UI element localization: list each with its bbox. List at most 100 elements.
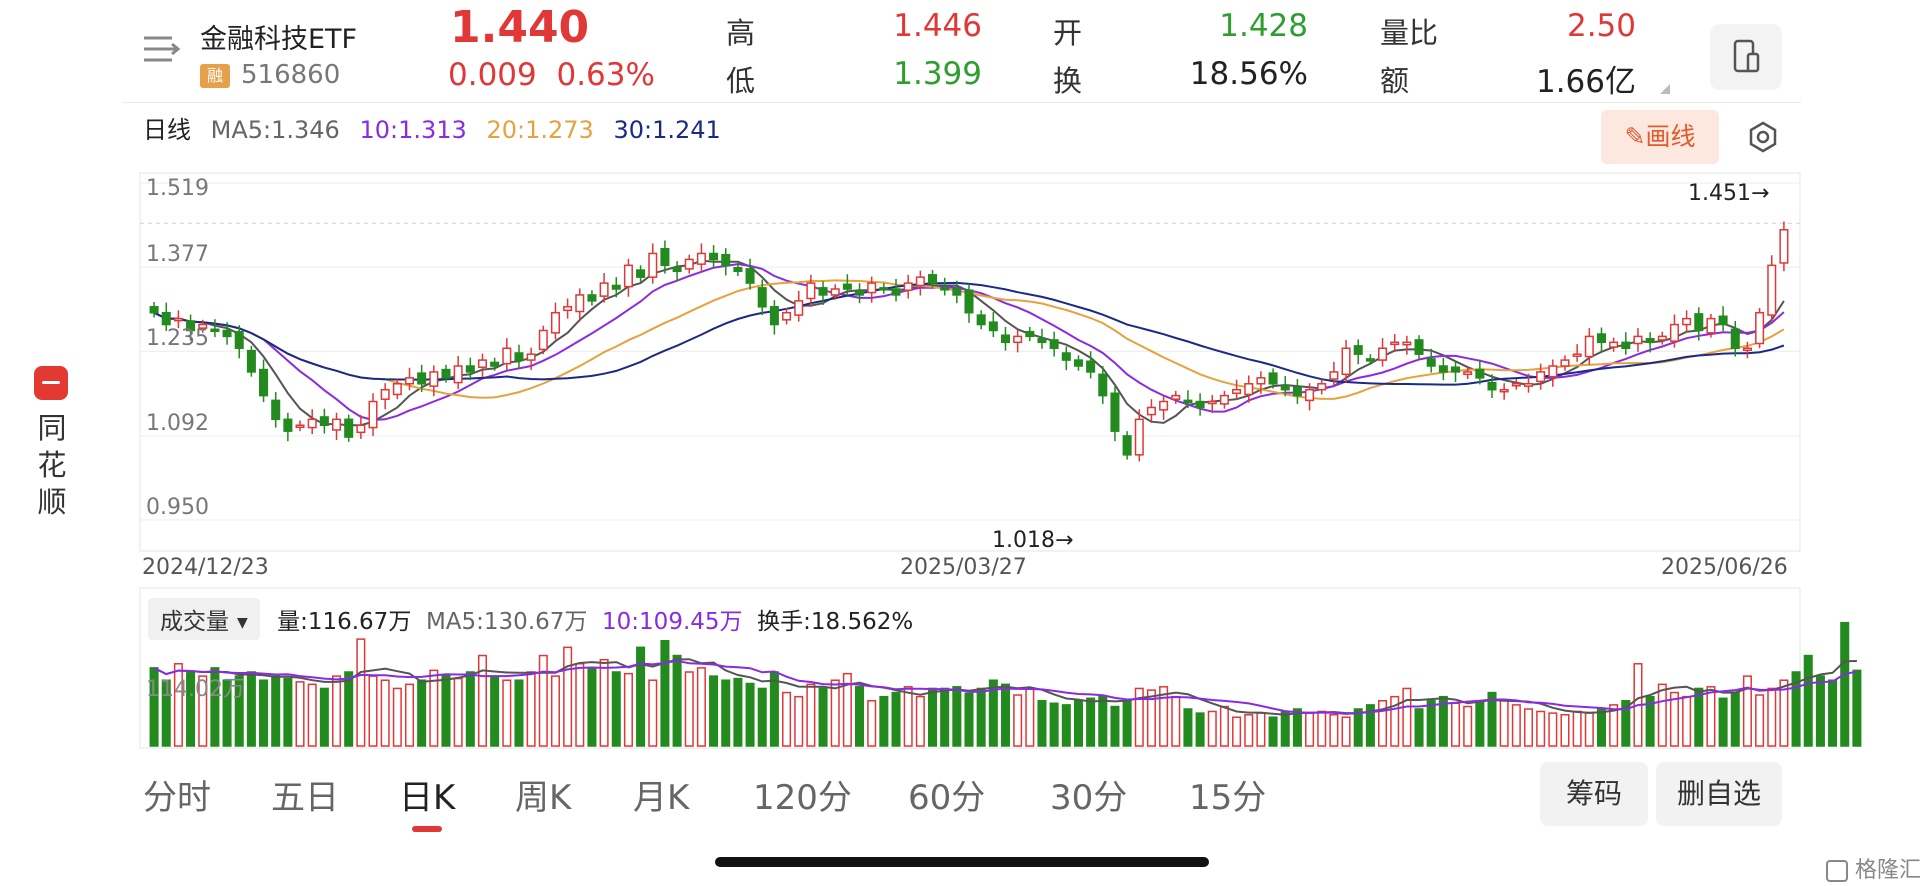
tab-15min[interactable]: 15分 [1189, 778, 1267, 818]
candle-up [453, 365, 463, 384]
security-name[interactable]: 金融科技ETF [200, 24, 358, 55]
candle-down [490, 361, 500, 367]
caret-down-icon: ▼ [237, 614, 248, 631]
y-tick-label: 1.235 [146, 326, 209, 351]
volume-bar-up [1159, 686, 1169, 747]
candle-down [952, 288, 962, 296]
tab-monthly-k[interactable]: 月K [633, 778, 690, 818]
volume-bar-down [1791, 671, 1801, 747]
volume-bar-up [696, 667, 706, 747]
expand-corner-icon[interactable] [1660, 84, 1670, 94]
candle-down [1280, 385, 1290, 391]
volume-bar-up [1317, 710, 1327, 747]
candle-up [1232, 388, 1242, 395]
candle-up [332, 418, 342, 431]
amount-value: 1.66亿 [1535, 64, 1636, 100]
candle-up [1767, 264, 1777, 316]
candle-down [587, 294, 597, 302]
candle-down [1694, 313, 1704, 332]
candle-down [842, 283, 852, 290]
phone-icon-button[interactable] [1710, 24, 1782, 90]
candle-up [1134, 418, 1144, 456]
volume-scale-label: 114.02万 [146, 677, 245, 702]
candle-down [1292, 386, 1302, 397]
tab-daily-k[interactable]: 日K [399, 778, 456, 818]
candle-up [1755, 311, 1765, 345]
volume-bar-down [161, 679, 171, 747]
indicator-select[interactable]: 成交量 ▼ [148, 598, 260, 640]
volume-bar-down [927, 687, 938, 747]
menu-icon[interactable] [142, 32, 182, 66]
candle-up [1560, 359, 1570, 367]
volume-bar-up [648, 679, 658, 747]
candle-down [234, 330, 244, 349]
candle-down [879, 287, 889, 291]
volume-bar-down [660, 640, 670, 747]
candle-up [1609, 341, 1619, 348]
tab-five-day[interactable]: 五日 [271, 778, 339, 818]
y-tick-label: 0.950 [146, 495, 209, 520]
volume-bar-down [757, 687, 767, 747]
candle-up [684, 258, 694, 270]
volume-bar-up [842, 672, 852, 747]
volume-bar-down [721, 679, 731, 747]
candle-up [1572, 353, 1582, 357]
volume-bar-up [915, 695, 925, 747]
volume-bar-up [307, 683, 317, 747]
candle-down [1353, 345, 1363, 355]
volume-bar-down [587, 667, 597, 747]
volume-bar-down [490, 675, 500, 747]
candle-down [988, 321, 998, 332]
high-label: 高 [726, 16, 756, 50]
amount-label: 额 [1380, 64, 1410, 98]
volume-bar-down [1694, 687, 1704, 747]
tab-120min[interactable]: 120分 [753, 778, 852, 818]
volume-bar-down [1098, 695, 1108, 747]
candle-up [295, 424, 305, 428]
volume-bar-up [198, 675, 208, 747]
candle-down [709, 252, 719, 261]
candle-up [782, 311, 792, 321]
volume-bar-down [1645, 695, 1655, 747]
candle-up [173, 317, 183, 322]
volume-bar-up [477, 654, 488, 747]
remove-watchlist-button[interactable]: 删自选 [1656, 762, 1782, 826]
y-tick-label: 1.092 [146, 411, 209, 436]
watermark-logo-icon [1826, 860, 1848, 882]
volume-bar-up [867, 700, 877, 747]
volume-bar-down [344, 671, 354, 747]
tab-intraday[interactable]: 分时 [143, 778, 211, 818]
candle-up [502, 347, 512, 365]
tab-30min[interactable]: 30分 [1050, 778, 1128, 818]
candle-down [757, 287, 767, 308]
candle-down [1487, 381, 1497, 391]
volume-bar-up [575, 663, 585, 747]
volume-bar-up [173, 663, 183, 747]
volume-bar-up [1341, 716, 1351, 747]
candle-down [964, 289, 974, 314]
volume-bar-up [1378, 700, 1388, 747]
low-value: 1.399 [893, 56, 982, 92]
draw-line-label: 画线 [1645, 122, 1696, 151]
candle-up [392, 383, 402, 396]
volume-bar-down [1718, 697, 1728, 747]
volume-bar-down [1840, 621, 1850, 747]
draw-line-button[interactable]: ✎画线 [1601, 110, 1719, 164]
ma-legend: 日线 MA5:1.346 10:1.313 20:1.273 30:1.241 [143, 110, 733, 145]
watermark: 格隆汇 [1826, 852, 1920, 884]
settings-icon[interactable] [1746, 120, 1780, 154]
kline-grid [140, 182, 1800, 521]
volume-bar-down [611, 671, 621, 747]
candle-down [1000, 334, 1011, 344]
turnover-value: 18.56% [1189, 56, 1308, 92]
candle-down [891, 288, 901, 296]
tab-60min[interactable]: 60分 [908, 778, 986, 818]
chips-button[interactable]: 筹码 [1540, 762, 1648, 826]
volume-bar-up [1134, 687, 1144, 747]
candle-down [149, 306, 159, 314]
volume-bar-down [1414, 708, 1424, 747]
volume-bar-down [1110, 705, 1120, 747]
tab-weekly-k[interactable]: 周K [515, 778, 572, 818]
candle-up [198, 323, 208, 329]
